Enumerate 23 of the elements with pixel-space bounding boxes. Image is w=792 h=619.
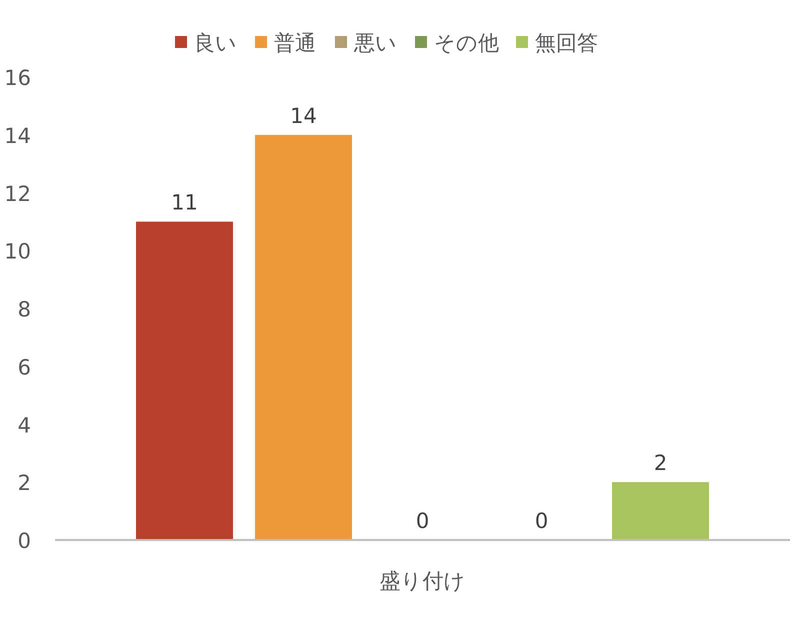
x-tick-label: 盛り付け (380, 569, 466, 593)
data-label: 11 (171, 190, 198, 215)
data-label: 14 (290, 104, 317, 128)
bar (136, 222, 233, 540)
y-tick-label: 0 (18, 529, 31, 553)
data-label: 2 (654, 451, 668, 476)
y-tick-label: 8 (18, 298, 31, 322)
y-tick-label: 16 (4, 66, 31, 90)
data-label: 0 (534, 509, 548, 533)
y-tick-label: 14 (4, 124, 31, 148)
y-tick-label: 12 (4, 182, 31, 206)
y-tick-label: 10 (4, 240, 31, 264)
bar (612, 482, 709, 540)
bar (255, 134, 352, 540)
y-tick-label: 6 (18, 355, 31, 380)
legend-label: その他 (434, 31, 499, 55)
legend-label: 良い (194, 31, 237, 55)
legend-label: 無回答 (535, 31, 598, 55)
data-label: 0 (416, 509, 430, 533)
legend-label: 普通 (274, 31, 316, 55)
y-tick-label: 4 (18, 413, 31, 438)
legend-label: 悪い (353, 31, 397, 55)
y-tick-label: 2 (18, 471, 31, 496)
